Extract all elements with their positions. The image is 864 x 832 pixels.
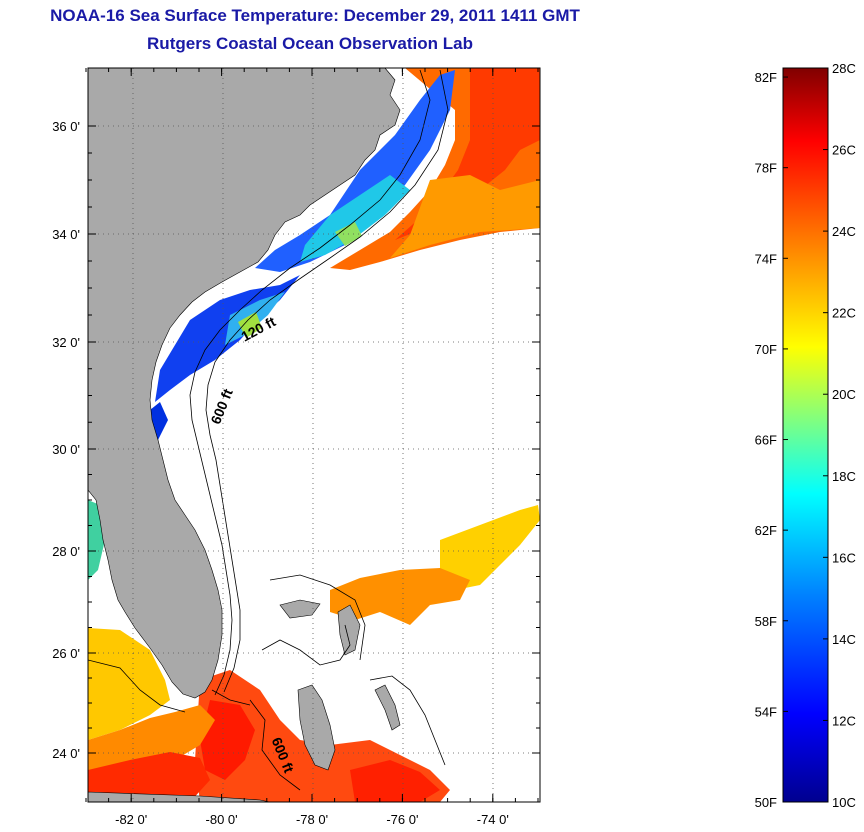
colorbar-fahrenheit-labels: 82F 78F 74F 70F 66F 62F 58F 54F 50F [755,70,777,810]
colorbar-label-f: 54F [755,704,777,719]
bathymetry-contours [88,69,449,791]
colorbar-celsius-labels: 28C 26C 24C 22C 20C 18C 16C 14C 12C 10C [832,61,856,810]
colorbar-label-c: 14C [832,632,856,647]
y-tick-label: 32 0' [52,335,80,350]
y-tick-label: 36 0' [52,119,80,134]
x-axis-labels: -82 0' -80 0' -78 0' -76 0' -74 0' [115,812,509,827]
colorbar-label-f: 62F [755,523,777,538]
gulf-of-mexico-red [88,752,210,802]
y-tick-label: 34 0' [52,227,80,242]
colorbar-label-c: 16C [832,550,856,565]
bahamas-island-abaco [337,604,361,656]
x-tick-label: -74 0' [477,812,509,827]
south-bahamas-red [350,760,440,802]
atlantic-yellow-patch [440,505,540,590]
coastal-green-south [238,312,262,338]
graticule [88,68,540,802]
x-tick-label: -82 0' [115,812,147,827]
colorbar-label-f: 82F [755,70,777,85]
map-subtitle: Rutgers Coastal Ocean Observation Lab [147,34,473,53]
x-tick-label: -78 0' [296,812,328,827]
atlantic-orange-patch [330,568,470,625]
map-frame [87,67,541,803]
colorbar-label-c: 22C [832,306,856,321]
colorbar-label-c: 18C [832,469,856,484]
colorbar-label-c: 28C [832,61,856,76]
bahamas-island-andros [297,684,336,771]
colorbar-label-c: 12C [832,713,856,728]
colorbar-label-f: 74F [755,251,777,266]
y-tick-label: 26 0' [52,646,80,661]
colorbar-label-f: 58F [755,614,777,629]
y-tick-label: 24 0' [52,746,80,761]
bahamas-island-eleuthera [374,684,401,731]
map-title: NOAA-16 Sea Surface Temperature: Decembe… [50,6,580,25]
y-tick-label: 28 0' [52,544,80,559]
colorbar-label-f: 70F [755,342,777,357]
axis-ticks [85,68,540,802]
colorbar-label-f: 66F [755,433,777,448]
map-content [88,68,540,802]
colorbar-label-f: 50F [755,795,777,810]
colorbar [782,67,829,803]
colorbar-label-c: 26C [832,143,856,158]
x-tick-label: -80 0' [206,812,238,827]
colorbar-label-f: 78F [755,161,777,176]
y-axis-labels: 36 0' 34 0' 32 0' 30 0' 28 0' 26 0' 24 0' [52,119,80,761]
colorbar-label-c: 20C [832,387,856,402]
gulf-stream-orange-band [390,175,540,258]
x-tick-label: -76 0' [386,812,418,827]
cuba-coast [88,791,271,802]
y-tick-label: 30 0' [52,442,80,457]
gulf-stream-hot-core [395,68,540,240]
colorbar-ticks [783,67,828,803]
gulf-of-mexico-yellow [88,628,170,740]
bahamas-island-grand [279,599,321,619]
colorbar-label-c: 10C [832,795,856,810]
colorbar-label-c: 24C [832,224,856,239]
us-mainland [88,68,401,699]
